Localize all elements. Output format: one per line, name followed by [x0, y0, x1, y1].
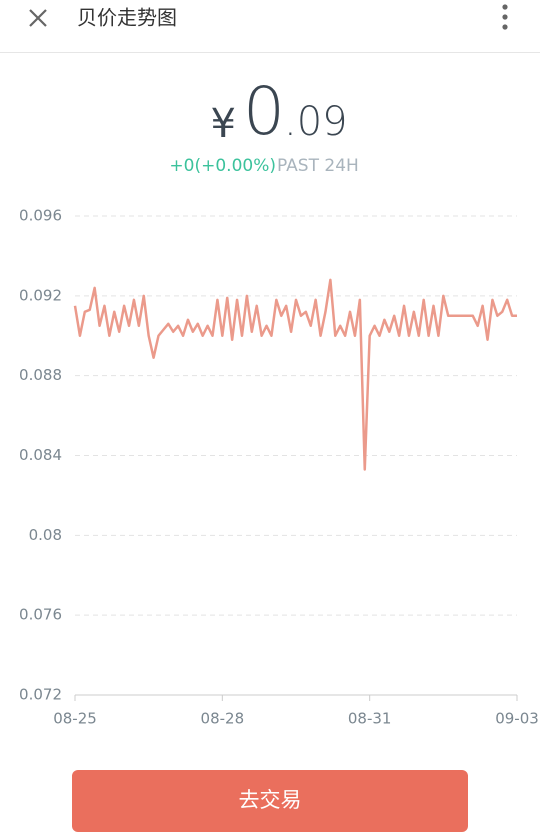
x-tick-label: 08-31	[348, 710, 392, 728]
y-tick-label: 0.08	[29, 526, 62, 544]
price-integer: 0	[243, 73, 285, 150]
close-button[interactable]	[29, 9, 47, 27]
chart: 0.072 0.076 0.08 0.084 0.088 0.092 0.096 08-25 0…	[19, 207, 539, 728]
y-tick-label: 0.072	[19, 686, 62, 704]
price-decimal: .09	[284, 99, 348, 145]
y-tick-label: 0.076	[19, 606, 62, 624]
x-tick-label: 08-28	[201, 710, 245, 728]
currency: ¥	[211, 101, 236, 147]
price-line	[73, 278, 517, 471]
x-tick-label: 09-03	[495, 710, 539, 728]
price-change: +0(+0.00%)	[169, 156, 276, 176]
x-tick-label: 08-25	[53, 710, 97, 728]
y-tick-label: 0.088	[19, 366, 62, 384]
more-button[interactable]	[502, 4, 508, 30]
y-tick-label: 0.084	[19, 446, 62, 464]
header-title: 贝价走势图	[77, 6, 177, 30]
trade-button-label: 去交易	[239, 788, 302, 812]
y-tick-label: 0.092	[19, 286, 62, 304]
trade-button[interactable]	[72, 770, 468, 832]
price-period: PAST 24H	[277, 156, 359, 176]
y-tick-label: 0.096	[19, 207, 62, 225]
